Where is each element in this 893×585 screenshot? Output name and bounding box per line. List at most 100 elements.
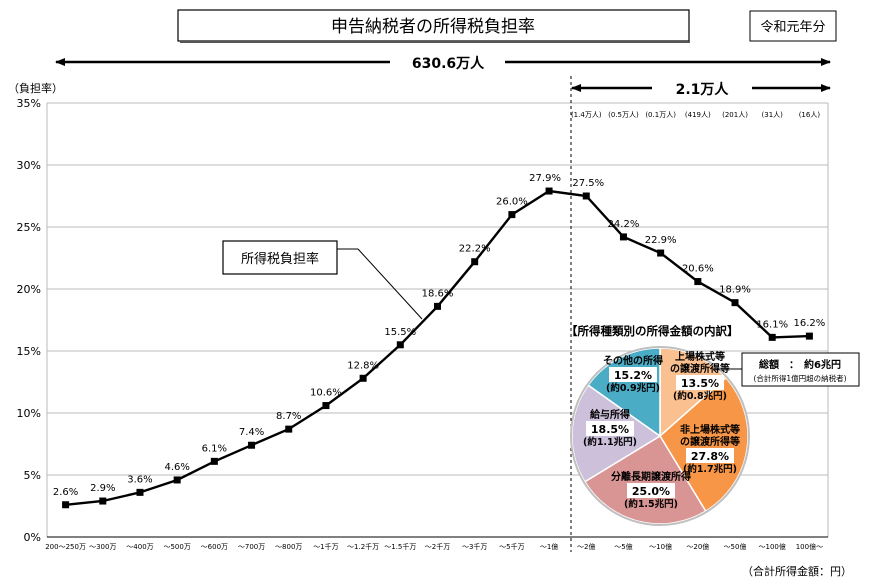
taxpayer-count-label: (31人): [762, 111, 784, 119]
pie-slice-percent: 13.5%: [681, 377, 719, 390]
title-box: [177, 9, 690, 42]
x-tick-label: ～2千万: [425, 542, 450, 551]
taxpayer-count-label: (16人): [799, 111, 821, 119]
x-tick-label: ～1.2千万: [347, 542, 379, 551]
pie-percent-box: [627, 483, 675, 498]
data-label: 3.6%: [127, 474, 152, 485]
data-label: 6.1%: [202, 443, 227, 454]
pie-outline: [570, 346, 750, 526]
x-axis-label: （合計所得金額：円）: [742, 564, 852, 578]
y-tick-label: 10%: [17, 407, 41, 420]
pie-percent-box: [609, 367, 657, 382]
y-tick-label: 25%: [17, 221, 41, 234]
data-point: [508, 211, 516, 219]
data-point: [210, 457, 218, 465]
pie-slice-label: 分離長期譲渡所得 25.0%(約1.5兆円): [611, 470, 691, 510]
x-tick-label: ～2億: [577, 542, 595, 551]
x-tick-label: ～10億: [649, 542, 672, 551]
data-point: [173, 476, 181, 484]
data-label: 12.8%: [347, 360, 379, 371]
pie-slice-amount: (約0.9兆円): [606, 382, 660, 394]
data-label: 18.9%: [719, 285, 751, 296]
x-tick-label: ～800万: [275, 543, 302, 551]
gridlines: [46, 102, 829, 538]
data-point: [694, 278, 702, 286]
data-label: 27.5%: [572, 178, 604, 189]
pie-slice-amount: (約0.8兆円): [673, 390, 727, 402]
x-tick-label: ～500万: [163, 543, 190, 551]
y-tick-label: 0%: [24, 531, 41, 544]
y-tick-labels: 0% 5% 10% 15% 20% 25% 30% 35%: [17, 97, 41, 544]
y-tick-label: 30%: [17, 159, 41, 172]
data-point: [731, 299, 739, 307]
pie-slice-percent: 27.8%: [691, 450, 729, 463]
taxpayer-count-label: (419人): [685, 111, 711, 119]
x-tick-label: ～1億: [540, 542, 558, 551]
data-label: 4.6%: [164, 462, 189, 473]
data-label: 10.6%: [310, 388, 342, 399]
data-point: [322, 402, 330, 410]
data-points: [62, 187, 813, 509]
pie-slice-name: 非上場株式等: [680, 423, 740, 436]
data-point: [768, 333, 776, 341]
taxpayer-count-label: (1.4万人): [571, 111, 602, 119]
data-point: [545, 187, 553, 195]
page-title: 申告納税者の所得税負担率: [331, 17, 535, 37]
data-labels: 2.6% 2.9% 3.6% 4.6% 6.1% 7.4% 8.7% 10.6% 12.8% 15…: [53, 173, 825, 498]
y-tick-label: 35%: [17, 97, 41, 110]
x-tick-label: ～100億: [759, 542, 786, 551]
data-label: 27.9%: [529, 173, 561, 184]
pie-slice-percent: 25.0%: [632, 485, 670, 498]
data-point: [396, 341, 404, 349]
x-tick-label: ～600万: [201, 543, 228, 551]
taxpayer-count-label: (0.1万人): [645, 111, 676, 119]
total-taxpayers-label: 630.6万人: [412, 55, 485, 72]
pie-slice: [583, 434, 707, 525]
data-point: [136, 488, 144, 496]
pie-total-note: (合計所得1億円超の納税者): [753, 373, 846, 383]
pie-slice-label: 給与所得 18.5%(約1.1兆円): [583, 408, 637, 448]
data-point: [359, 374, 367, 382]
y-tick-label: 15%: [17, 345, 41, 358]
y-tick-label: 5%: [24, 469, 41, 482]
data-point: [657, 249, 665, 257]
x-tick-label: ～5千万: [499, 542, 524, 551]
data-point: [619, 233, 627, 241]
data-label: 20.6%: [682, 264, 714, 275]
pie-percent-box: [586, 421, 634, 436]
data-label: 26.0%: [496, 197, 528, 208]
pie-slice-amount: (約1.7兆円): [683, 463, 737, 475]
pie-title: 【所得種類別の所得金額の内訳】: [566, 324, 739, 338]
pie-total-label: 総額 ： 約6兆円: [759, 358, 841, 371]
data-point: [434, 302, 441, 310]
taxpayer-count-label: (0.5万人): [608, 111, 639, 119]
data-point: [62, 501, 70, 509]
data-point: [471, 258, 479, 266]
data-point: [248, 441, 256, 449]
data-label: 7.4%: [239, 427, 264, 438]
pie-slice-percent: 18.5%: [591, 423, 629, 436]
taxpayer-count-labels: (1.4万人) (0.5万人) (0.1万人) (419人) (201人) (31人) (1…: [571, 111, 820, 119]
year-badge: 令和元年分: [760, 20, 825, 35]
pie-slice-name: その他の所得: [603, 354, 663, 367]
x-tick-label: ～3千万: [462, 542, 487, 551]
pie-slice-amount: (約1.1兆円): [583, 436, 637, 448]
data-label: 2.6%: [53, 487, 78, 498]
taxpayer-count-label: (201人): [722, 111, 748, 119]
x-tick-label: ～400万: [126, 543, 153, 551]
pie-slice-name: 上場株式等: [675, 350, 725, 363]
x-tick-label: ～1.5千万: [384, 542, 416, 551]
data-point: [805, 332, 813, 340]
pie-slice: [659, 347, 728, 438]
x-tick-label: 200～250万: [45, 543, 86, 551]
data-label: 24.2%: [608, 219, 640, 230]
series-callout-label: 所得税負担率: [241, 251, 319, 267]
pie-percent-box: [676, 375, 724, 390]
x-tick-label: ～20億: [686, 542, 709, 551]
data-label: 22.9%: [645, 235, 677, 246]
